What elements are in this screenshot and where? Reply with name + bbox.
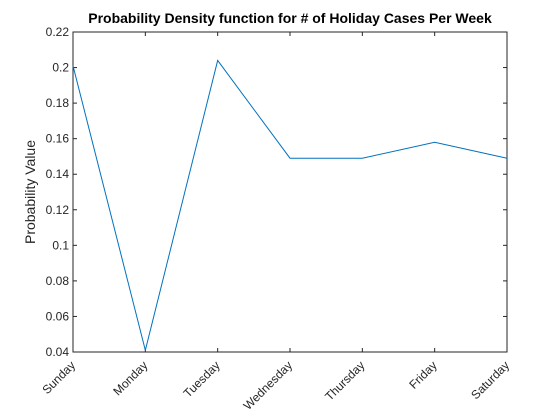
- x-tick-label: Sunday: [39, 358, 78, 397]
- x-tick-label: Monday: [110, 358, 150, 398]
- plot-area: [73, 32, 507, 352]
- y-axis-label: Probability Value: [22, 140, 38, 244]
- y-tick-label: 0.16: [46, 132, 70, 146]
- y-tick-label: 0.18: [46, 96, 70, 110]
- y-tick-label: 0.1: [52, 238, 69, 252]
- y-tick-label: 0.22: [46, 25, 70, 39]
- y-tick-label: 0.08: [46, 274, 70, 288]
- y-tick-label: 0.12: [46, 203, 70, 217]
- y-tick-label: 0.14: [46, 167, 70, 181]
- x-tick-label: Thursday: [322, 358, 367, 403]
- x-tick-label: Wednesday: [241, 358, 296, 413]
- x-tick-label: Tuesday: [181, 358, 223, 400]
- y-tick-label: 0.2: [52, 61, 69, 75]
- y-tick-label: 0.04: [46, 345, 70, 359]
- chart-title: Probability Density function for # of Ho…: [88, 10, 492, 26]
- y-tick-label: 0.06: [46, 309, 70, 323]
- x-tick-label: Friday: [406, 358, 439, 391]
- x-tick-label: Saturday: [468, 358, 512, 402]
